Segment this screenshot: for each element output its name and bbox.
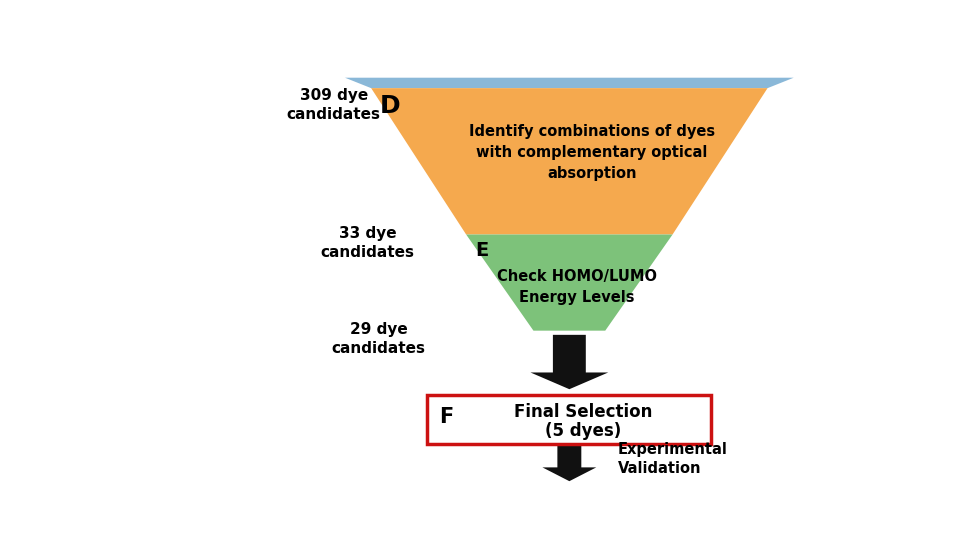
- Polygon shape: [542, 446, 596, 481]
- Text: (5 dyes): (5 dyes): [545, 421, 621, 440]
- Polygon shape: [372, 88, 767, 235]
- Polygon shape: [531, 335, 608, 389]
- Text: Final Selection: Final Selection: [514, 403, 652, 421]
- Text: D: D: [380, 94, 400, 118]
- Text: 309 dye
candidates: 309 dye candidates: [287, 88, 381, 122]
- FancyBboxPatch shape: [427, 395, 711, 444]
- Text: E: E: [475, 241, 488, 260]
- Polygon shape: [345, 78, 793, 88]
- Text: F: F: [439, 407, 454, 427]
- Text: 33 dye
candidates: 33 dye candidates: [320, 226, 414, 260]
- Polygon shape: [466, 235, 673, 331]
- Text: Check HOMO/LUMO
Energy Levels: Check HOMO/LUMO Energy Levels: [497, 269, 657, 305]
- Text: Experimental
Validation: Experimental Validation: [618, 442, 728, 476]
- Text: 29 dye
candidates: 29 dye candidates: [332, 323, 426, 356]
- Text: Identify combinations of dyes
with complementary optical
absorption: Identify combinations of dyes with compl…: [469, 124, 715, 181]
